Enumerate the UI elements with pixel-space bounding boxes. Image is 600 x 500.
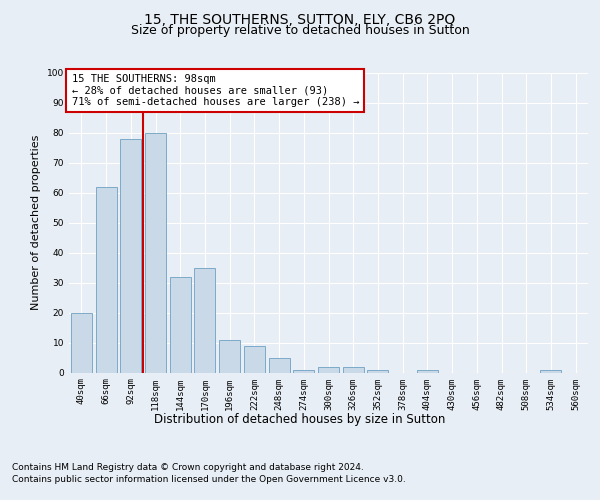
Text: 15 THE SOUTHERNS: 98sqm
← 28% of detached houses are smaller (93)
71% of semi-de: 15 THE SOUTHERNS: 98sqm ← 28% of detache… (71, 74, 359, 107)
Bar (194, 268, 215, 372)
Bar (95, 186, 116, 372)
Bar (120, 138, 141, 372)
Bar (318, 366, 339, 372)
Bar (343, 366, 364, 372)
Bar (367, 370, 388, 372)
Bar (170, 276, 191, 372)
Bar (145, 132, 166, 372)
Y-axis label: Number of detached properties: Number of detached properties (31, 135, 41, 310)
Bar (219, 340, 240, 372)
Text: Contains public sector information licensed under the Open Government Licence v3: Contains public sector information licen… (12, 475, 406, 484)
Bar (71, 312, 92, 372)
Text: 15, THE SOUTHERNS, SUTTON, ELY, CB6 2PQ: 15, THE SOUTHERNS, SUTTON, ELY, CB6 2PQ (145, 12, 455, 26)
Bar (244, 346, 265, 372)
Text: Contains HM Land Registry data © Crown copyright and database right 2024.: Contains HM Land Registry data © Crown c… (12, 462, 364, 471)
Text: Distribution of detached houses by size in Sutton: Distribution of detached houses by size … (154, 412, 446, 426)
Bar (417, 370, 438, 372)
Bar (541, 370, 562, 372)
Bar (269, 358, 290, 372)
Bar (293, 370, 314, 372)
Text: Size of property relative to detached houses in Sutton: Size of property relative to detached ho… (131, 24, 469, 37)
